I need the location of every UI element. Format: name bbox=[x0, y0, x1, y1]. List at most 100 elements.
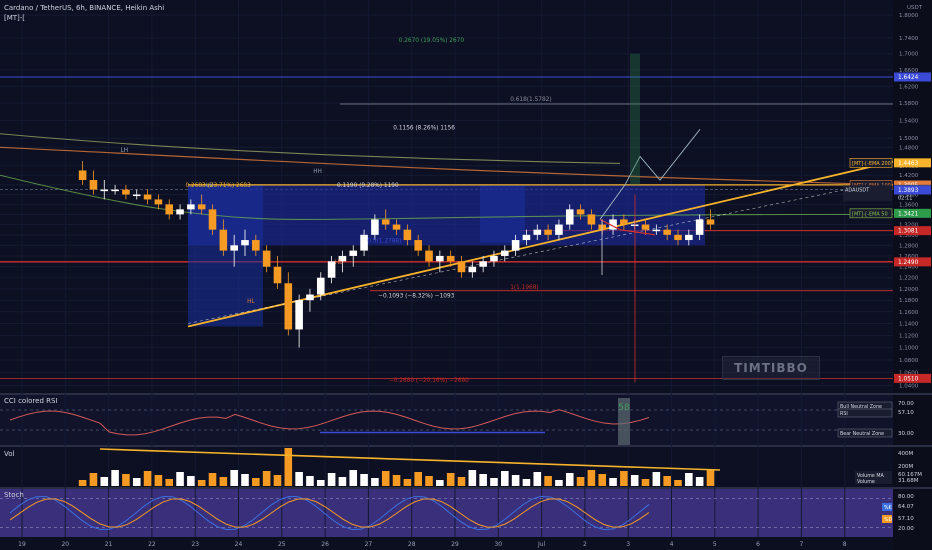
vol-bar-39 bbox=[501, 471, 509, 486]
vol-bar-22 bbox=[316, 480, 325, 486]
vol-bar-2 bbox=[100, 477, 109, 486]
ma-label-2: [MT]-[-EMA 50 bbox=[852, 211, 888, 217]
vol-bar-52 bbox=[641, 479, 650, 486]
vol-bar-48 bbox=[598, 474, 607, 486]
vol-bar-38 bbox=[490, 478, 498, 486]
candle-body-4 bbox=[122, 189, 130, 195]
x-tick-12: Jul bbox=[537, 541, 546, 548]
y-tick-10: 1.4200 bbox=[899, 173, 919, 179]
countdown: 02:11 bbox=[898, 195, 912, 201]
x-tick-7: 26 bbox=[321, 541, 329, 548]
candle-body-52 bbox=[641, 224, 650, 230]
x-tick-3: 22 bbox=[148, 541, 156, 548]
annotation-4: HL bbox=[335, 260, 343, 266]
rsi-value-0: 70.00 bbox=[898, 401, 914, 407]
y-tick-2: 1.7000 bbox=[899, 52, 919, 58]
candle-body-49 bbox=[609, 219, 617, 230]
y-tick-21: 1.2000 bbox=[899, 287, 919, 293]
y-tick-29: 1.0400 bbox=[899, 383, 919, 389]
vol-bar-23 bbox=[327, 473, 336, 486]
y-tick-1: 1.7400 bbox=[899, 36, 919, 42]
x-tick-18: 7 bbox=[799, 541, 803, 548]
vol-bar-21 bbox=[306, 476, 314, 486]
vol-bar-46 bbox=[576, 477, 585, 486]
candle-body-8 bbox=[165, 204, 174, 215]
ma-label-bg-0 bbox=[849, 158, 893, 168]
vol-value-0: 60.167M bbox=[898, 472, 922, 478]
vol-bar-19 bbox=[284, 448, 293, 486]
rsi-tag-bg-2 bbox=[837, 428, 893, 438]
annotation-1: LH bbox=[206, 183, 214, 189]
vol-bar-7 bbox=[154, 475, 163, 486]
vol-pane-label: Vol bbox=[4, 450, 15, 458]
candle-body-24 bbox=[338, 255, 347, 262]
candle-body-10 bbox=[187, 204, 195, 210]
y-tick-4: 1.6200 bbox=[899, 84, 919, 90]
watermark: TIMTIBBO bbox=[722, 356, 820, 380]
candle-body-19 bbox=[284, 283, 293, 330]
vol-bar-30 bbox=[403, 479, 412, 486]
quote-currency: USDT bbox=[907, 5, 923, 11]
x-tick-11: 30 bbox=[494, 541, 502, 548]
candle-body-56 bbox=[685, 234, 693, 241]
candle-body-6 bbox=[143, 194, 152, 200]
x-tick-16: 5 bbox=[713, 541, 717, 548]
rsi-value-1: 57.10 bbox=[898, 410, 914, 416]
candle-body-5 bbox=[132, 194, 141, 197]
vol-bar-18 bbox=[273, 475, 282, 486]
price-tag-5: 1.3893 bbox=[898, 188, 919, 194]
candle-body-22 bbox=[316, 277, 325, 295]
vol-bar-1 bbox=[89, 473, 98, 486]
candle-body-30 bbox=[403, 229, 412, 241]
chart-title: Cardano / TetherUS, 6h, BINANCE, Heikin … bbox=[4, 4, 165, 12]
vol-bar-34 bbox=[446, 473, 455, 486]
vol-bar-35 bbox=[457, 477, 466, 486]
y-tick-8: 1.4800 bbox=[899, 145, 919, 151]
stoch-value-2: 57.10 bbox=[898, 516, 914, 522]
vol-bar-33 bbox=[436, 480, 444, 486]
vol-bar-16 bbox=[252, 478, 260, 486]
y-tick-19: 1.2400 bbox=[899, 265, 919, 271]
ema-200-curve bbox=[0, 133, 621, 165]
candle-body-55 bbox=[674, 234, 682, 241]
candle-body-27 bbox=[371, 219, 379, 235]
y-tick-18: 1.2600 bbox=[899, 254, 919, 260]
candle-body-0 bbox=[78, 170, 87, 181]
candle-body-42 bbox=[533, 229, 542, 235]
vol-bar-47 bbox=[587, 470, 596, 486]
vol-bar-37 bbox=[479, 474, 487, 486]
vol-bar-29 bbox=[392, 475, 401, 486]
candle-body-29 bbox=[392, 224, 401, 230]
annotation-2: HH bbox=[313, 169, 322, 175]
candle-body-1 bbox=[89, 180, 98, 190]
candle-body-50 bbox=[620, 219, 628, 225]
candle-body-14 bbox=[230, 245, 238, 251]
vol-bar-26 bbox=[360, 474, 368, 486]
x-tick-19: 8 bbox=[843, 541, 847, 548]
vol-bar-58 bbox=[706, 470, 715, 486]
candle-body-43 bbox=[544, 229, 552, 235]
price-tag-bg-1 bbox=[894, 158, 931, 168]
vol-bar-31 bbox=[414, 472, 422, 486]
vol-bar-51 bbox=[630, 475, 639, 486]
candle-body-28 bbox=[381, 219, 390, 225]
candle-body-12 bbox=[208, 209, 217, 230]
annotation-11: 1(1.1968) bbox=[510, 285, 539, 291]
rsi-big-value: 58 bbox=[618, 403, 630, 413]
bull-target-zone bbox=[630, 53, 640, 185]
rsi-tag-2: Bear Neutral Zone bbox=[840, 431, 884, 437]
x-tick-0: 19 bbox=[18, 541, 26, 548]
price-tag-bg-8 bbox=[894, 257, 931, 267]
price-tag-bg-6 bbox=[894, 208, 931, 218]
stoch-d-line bbox=[9, 498, 650, 528]
y-tick-24: 1.1400 bbox=[899, 322, 919, 328]
y-tick-13: 1.3600 bbox=[899, 202, 919, 208]
vol-bar-53 bbox=[652, 472, 661, 486]
candle-body-53 bbox=[652, 229, 661, 232]
pane-divider-2 bbox=[0, 487, 932, 489]
candle-body-20 bbox=[295, 300, 303, 330]
y-tick-25: 1.1200 bbox=[899, 333, 919, 339]
stoch-pane-bg bbox=[0, 489, 893, 537]
vol-axis-0: 400M bbox=[898, 451, 913, 457]
vol-bar-25 bbox=[349, 470, 358, 486]
